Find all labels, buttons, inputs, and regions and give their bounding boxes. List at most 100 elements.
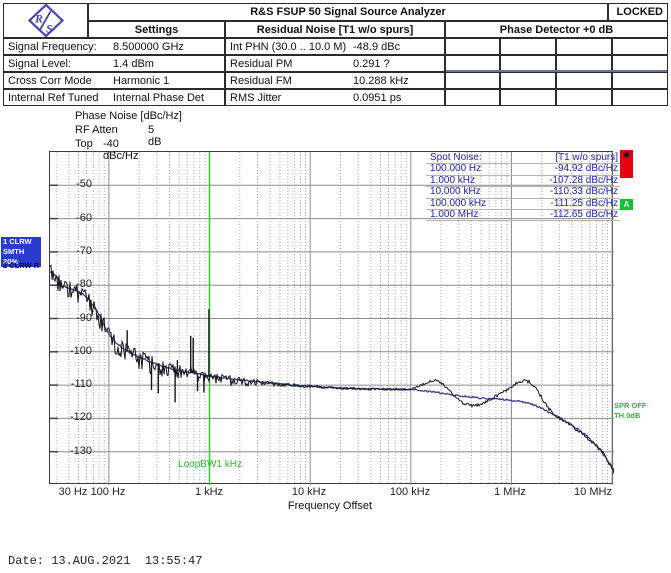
- rs-logo: R S: [27, 4, 64, 37]
- residual-noise-header: Residual Noise [T1 w/o spurs]: [225, 21, 445, 38]
- residual-row-label: RMS Jitter: [230, 91, 282, 104]
- spot-noise-freq: 1.000 kHz: [430, 174, 476, 186]
- phase-detector-cell: [612, 38, 668, 55]
- residual-row-value: 0.291 ?: [353, 57, 390, 70]
- y-tick-label: -70: [76, 245, 92, 257]
- phase-detector-cell: [556, 72, 612, 89]
- x-tick-label: 100 kHz: [389, 486, 431, 498]
- loop-bw-label-text: LoopBW1 kHz: [178, 459, 242, 470]
- settings-row-value: 8.500000 GHz: [113, 40, 184, 53]
- phase-detector-accent-line: [446, 70, 667, 72]
- threshold-label: TH 0dB: [614, 411, 640, 420]
- spot-noise-row: 1.000 kHz -107.28 dBc/Hz: [426, 174, 620, 188]
- settings-row: Internal Ref Tuned Internal Phase Det: [3, 89, 225, 106]
- y-tick-label: -100: [69, 345, 92, 357]
- rf-atten-line: RF Atten 5 dB: [75, 124, 161, 148]
- trace1-smoothing-text: SMTH 20%: [3, 247, 25, 266]
- x-tick-label: 10 kHz: [291, 486, 327, 498]
- phase-detector-cell: [612, 72, 668, 89]
- x-tick-label: 1 kHz: [194, 486, 224, 498]
- phase-detector-cell: [445, 38, 500, 55]
- phase-detector-header-text: Phase Detector +0 dB: [499, 23, 614, 36]
- spot-noise-value: -112.65 dBc/Hz: [549, 208, 618, 220]
- phase-detector-cell: [500, 89, 556, 106]
- residual-row-label: Int PHN (30.0 .. 10.0 M): [230, 40, 347, 53]
- date-stamp: Date: 13.AUG.2021 13:55:47: [8, 554, 202, 568]
- rf-atten-label: RF Atten: [75, 124, 118, 136]
- spot-noise-freq: 100.000 kHz: [430, 197, 487, 209]
- y-tick-label: -90: [76, 312, 92, 324]
- x-tick-label: 1 MHz: [494, 486, 526, 498]
- logo-cell: R S: [3, 3, 88, 38]
- phase-detector-cell: [500, 38, 556, 55]
- x-tick-label: 10 MHz: [574, 486, 612, 498]
- settings-row-label: Signal Level:: [8, 57, 71, 70]
- spot-noise-freq: 1.000 MHz: [430, 208, 479, 220]
- chart-head-title: Phase Noise [dBc/Hz]: [75, 110, 182, 122]
- phase-noise-plot: -50 -60 -70 -80 -90 -100 -110 -120 -130 Spot Noi…: [49, 151, 620, 485]
- phase-detector-cell: [500, 72, 556, 89]
- settings-row: Cross Corr Mode Harmonic 1: [3, 72, 225, 89]
- phase-detector-cell: [445, 72, 500, 89]
- plot-canvas: [50, 152, 614, 485]
- phase-detector-cell: [556, 89, 612, 106]
- residual-row: RMS Jitter 0.0951 ps: [225, 89, 445, 106]
- window-title-text: R&S FSUP 50 Signal Source Analyzer: [250, 6, 446, 18]
- spot-noise-trace-ref: [T1 w/o spurs]: [555, 152, 618, 163]
- spot-noise-value: -107.28 dBc/Hz: [549, 174, 618, 186]
- settings-row-value: 1.4 dBm: [113, 57, 154, 70]
- spot-noise-row: 100.000 kHz -111.25 dBc/Hz: [426, 197, 620, 210]
- spot-noise-row: 10.000 kHz -110.33 dBc/Hz: [426, 186, 620, 199]
- spot-noise-row: 1.000 MHz -112.65 dBc/Hz: [426, 208, 620, 222]
- y-tick-label: -110: [70, 378, 92, 390]
- loop-bw-label: LoopBW1 kHz: [160, 459, 260, 470]
- spot-noise-freq: 10.000 kHz: [430, 186, 481, 198]
- spot-noise-value: -111.25 dBc/Hz: [550, 197, 618, 209]
- residual-row-value: 0.0951 ps: [353, 91, 402, 104]
- spot-noise-header-row: Spot Noise: [T1 w/o spurs]: [426, 152, 620, 165]
- phase-detector-cell: [612, 89, 668, 106]
- settings-header-text: Settings: [134, 23, 179, 36]
- residual-header-text: Residual Noise [T1 w/o spurs]: [256, 23, 414, 36]
- phase-detector-cell: [445, 89, 500, 106]
- settings-row-value: Internal Phase Det: [113, 91, 205, 104]
- spot-noise-title: Spot Noise:: [430, 152, 482, 163]
- settings-row-value: Harmonic 1: [113, 74, 170, 87]
- logo-letter-r: R: [34, 11, 43, 25]
- settings-row: Signal Frequency: 8.500000 GHz: [3, 38, 225, 55]
- settings-row-label: Cross Corr Mode: [8, 74, 92, 87]
- phase-detector-cell: [556, 38, 612, 55]
- date-stamp-text: Date: 13.AUG.2021 13:55:47: [8, 554, 203, 568]
- settings-header: Settings: [88, 21, 225, 38]
- locked-badge: LOCKED: [608, 3, 668, 21]
- asterisk-icon: ✱: [622, 150, 631, 160]
- residual-row-value: -48.9 dBc: [353, 40, 401, 53]
- trace2-label: 2 CLRW R: [3, 261, 39, 270]
- y-tick-label: -60: [76, 212, 92, 224]
- trace-2: [50, 264, 614, 474]
- phase-detector-header: Phase Detector +0 dB: [445, 21, 668, 38]
- settings-row-label: Internal Ref Tuned: [8, 91, 99, 104]
- top-label: Top: [75, 138, 93, 150]
- trace-a-letter: A: [623, 200, 630, 209]
- locked-text: LOCKED: [616, 6, 663, 18]
- x-axis-title: Frequency Offset: [245, 500, 415, 512]
- spot-noise-value: -94.92 dBc/Hz: [554, 163, 618, 175]
- residual-row-value: 10.288 kHz: [353, 74, 409, 87]
- residual-row: Residual FM 10.288 kHz: [225, 72, 445, 89]
- y-tick-label: -130: [69, 445, 92, 457]
- trace2-label-text: 2 CLRW R: [3, 261, 40, 270]
- residual-row-label: Residual PM: [230, 57, 293, 70]
- residual-row: Residual PM 0.291 ?: [225, 55, 445, 72]
- trace-1: [50, 271, 614, 471]
- spot-noise-freq: 100.000 Hz: [430, 163, 482, 175]
- chart-head-title-text: Phase Noise [dBc/Hz]: [75, 110, 182, 122]
- spot-noise-value: -110.33 dBc/Hz: [549, 186, 618, 198]
- top-level-line: Top -40 dBc/Hz: [75, 138, 138, 162]
- window-title: R&S FSUP 50 Signal Source Analyzer: [88, 3, 608, 21]
- x-tick-label: 30 Hz: [58, 486, 88, 498]
- logo-letter-s: S: [46, 21, 53, 35]
- top-value: -40 dBc/Hz: [103, 138, 139, 162]
- x-tick-label: 100 Hz: [90, 486, 126, 498]
